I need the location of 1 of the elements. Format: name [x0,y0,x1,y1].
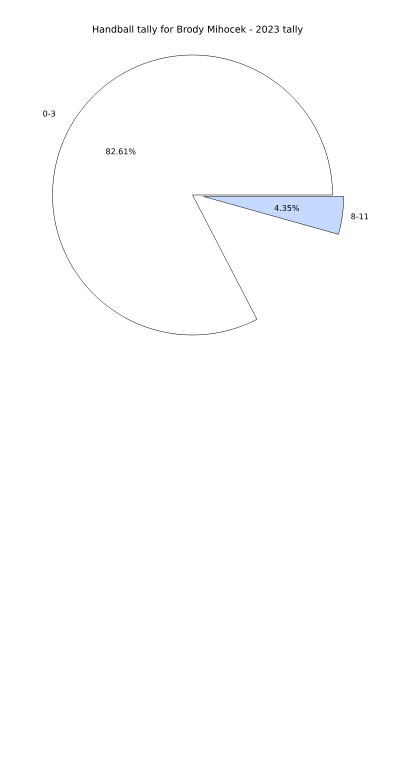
chart-title: Handball tally for Brody Mihocek - 2023 tally [93,25,304,35]
